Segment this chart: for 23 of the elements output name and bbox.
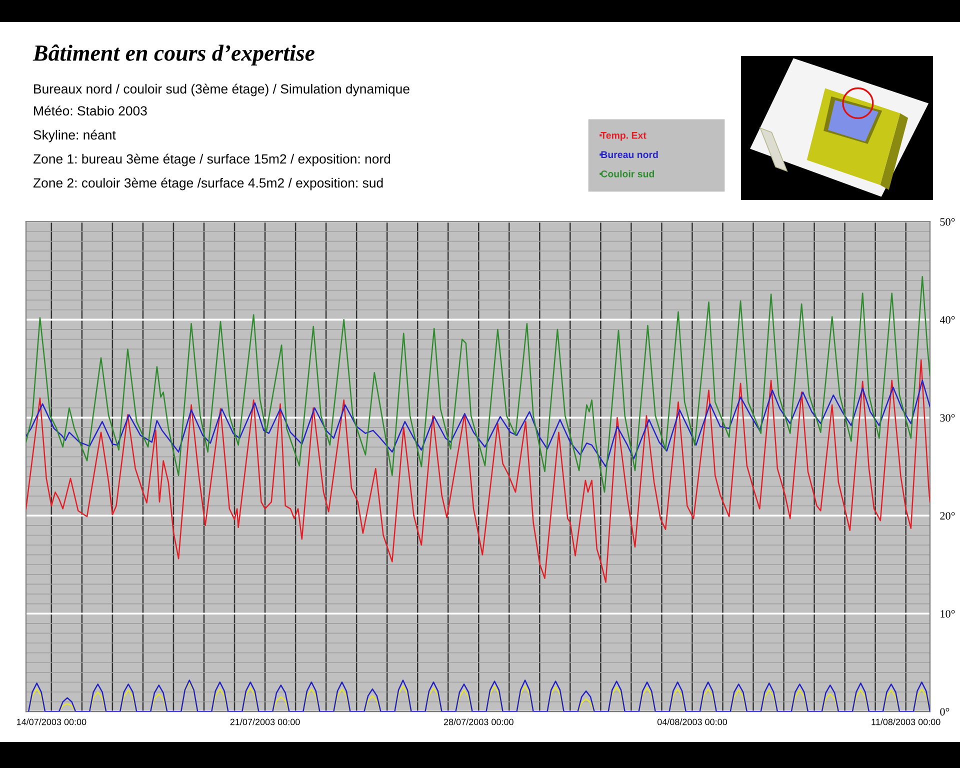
legend-label: Bureau nord <box>601 150 658 158</box>
y-tick-label: 10° <box>940 610 955 618</box>
x-tick-label: 04/08/2003 00:00 <box>657 718 728 726</box>
chart-title: Bâtiment en cours d’expertise <box>32 44 314 66</box>
text: Météo: Stabio 2003 <box>34 106 147 116</box>
y-tick-label: 40° <box>940 316 955 324</box>
line-series <box>26 359 930 583</box>
x-tick-label: 14/07/2003 00:00 <box>16 718 86 726</box>
y-tick-label: 0° <box>940 708 950 716</box>
legend-label: Couloir sud <box>601 170 654 178</box>
y-tick-label: 20° <box>940 512 955 520</box>
x-tick-label: 11/08/2003 00:00 <box>872 718 940 726</box>
chart-subtitle: Bureaux nord / couloir sud (3ème étage) / Simulation dynamique <box>34 84 410 96</box>
line-series <box>26 380 930 468</box>
text: Zone 1: bureau 3ème étage / surface 15m2 / exposition: nord <box>33 154 390 166</box>
y-tick-label: 30° <box>940 414 955 422</box>
text: Skyline: néant <box>34 130 116 142</box>
legend-label: Temp. Ext <box>600 132 646 141</box>
x-tick-label: 28/07/2003 00:00 <box>444 718 514 726</box>
line-series <box>26 276 930 493</box>
x-tick-label: 21/07/2003 00:00 <box>230 718 300 726</box>
y-tick-label: 50° <box>940 218 955 226</box>
text: Zone 2: couloir 3ème étage /surface 4.5m2 / exposition: sud <box>33 178 383 190</box>
